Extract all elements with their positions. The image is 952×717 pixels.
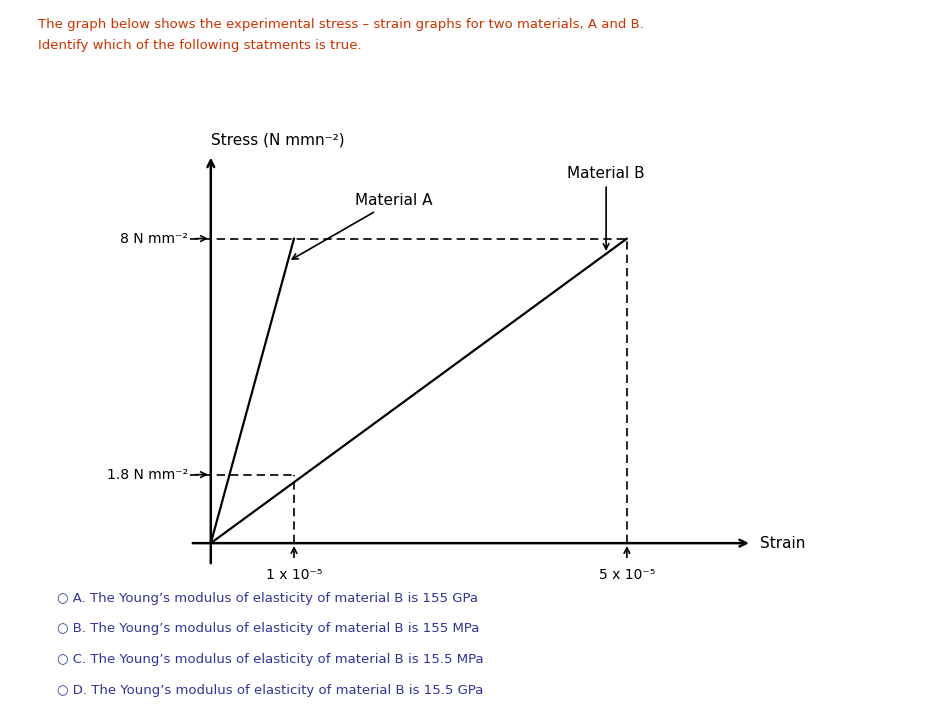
Text: 5 x 10⁻⁵: 5 x 10⁻⁵ xyxy=(598,568,654,582)
Text: 1.8 N mm⁻²: 1.8 N mm⁻² xyxy=(107,467,188,482)
Text: Stress (N mmn⁻²): Stress (N mmn⁻²) xyxy=(210,132,344,147)
Text: Strain: Strain xyxy=(760,536,804,551)
Text: Material A: Material A xyxy=(292,193,432,259)
Text: ○ B. The Young’s modulus of elasticity of material B is 155 MPa: ○ B. The Young’s modulus of elasticity o… xyxy=(57,622,479,635)
Text: 8 N mm⁻²: 8 N mm⁻² xyxy=(120,232,188,246)
Text: Identify which of the following statments is true.: Identify which of the following statment… xyxy=(38,39,362,52)
Text: 1 x 10⁻⁵: 1 x 10⁻⁵ xyxy=(266,568,322,582)
Text: ○ A. The Young’s modulus of elasticity of material B is 155 GPa: ○ A. The Young’s modulus of elasticity o… xyxy=(57,592,478,604)
Text: Material B: Material B xyxy=(566,166,645,250)
Text: ○ D. The Young’s modulus of elasticity of material B is 15.5 GPa: ○ D. The Young’s modulus of elasticity o… xyxy=(57,684,483,697)
Text: The graph below shows the experimental stress – strain graphs for two materials,: The graph below shows the experimental s… xyxy=(38,18,644,31)
Text: ○ C. The Young’s modulus of elasticity of material B is 15.5 MPa: ○ C. The Young’s modulus of elasticity o… xyxy=(57,653,484,666)
